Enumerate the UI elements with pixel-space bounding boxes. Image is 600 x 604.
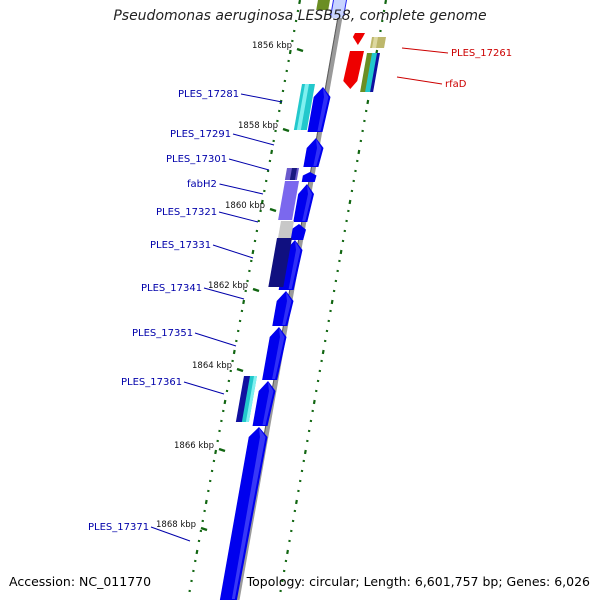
tick-mark	[367, 100, 368, 104]
gene-arrow	[262, 327, 286, 380]
gene-label[interactable]: PLES_17371	[88, 522, 149, 533]
kbp-tick	[297, 49, 303, 51]
tick-mark	[225, 400, 226, 404]
gene-label[interactable]: PLES_17361	[121, 377, 182, 388]
kbp-tick-label: 1860 kbp	[225, 201, 265, 211]
tick-mark	[385, 0, 386, 4]
kbp-tick-label: 1864 kbp	[192, 361, 232, 371]
kbp-tick	[270, 209, 276, 211]
kbp-tick	[237, 369, 243, 371]
reverse-gene-arrow	[353, 33, 365, 45]
kbp-tick	[253, 289, 259, 291]
tick-mark	[206, 500, 207, 504]
accession-text: Accession: NC_011770	[9, 574, 151, 589]
gene-arrow	[303, 138, 323, 167]
gene-label-leader	[195, 333, 236, 346]
tick-mark	[215, 450, 216, 454]
reverse-gene-arrow	[343, 51, 364, 89]
gene-label[interactable]: PLES_17291	[170, 129, 231, 140]
gene-label-leader	[219, 212, 258, 222]
gene-label[interactable]: PLES_17261	[451, 48, 512, 59]
gene-label[interactable]: PLES_17341	[141, 283, 202, 294]
tick-mark	[323, 350, 324, 354]
tick-mark	[341, 250, 342, 254]
gene-arrow	[253, 381, 276, 426]
gene-label-leader	[233, 134, 274, 145]
gene-label[interactable]: rfaD	[445, 79, 467, 90]
gene-label[interactable]: fabH2	[187, 179, 217, 190]
tick-mark	[314, 400, 315, 404]
kbp-tick	[201, 528, 207, 530]
gene-label[interactable]: PLES_17351	[132, 328, 193, 339]
genes-layer	[220, 0, 386, 600]
tick-mark	[271, 150, 272, 154]
gene-label-leader	[184, 382, 224, 394]
gene-label[interactable]: PLES_17281	[178, 89, 239, 100]
gene-label[interactable]: PLES_17331	[150, 240, 211, 251]
tick-mark	[332, 300, 333, 304]
gene-label-leader	[229, 159, 269, 170]
tick-mark	[287, 550, 288, 554]
tick-mark	[234, 350, 235, 354]
kbp-tick-label: 1856 kbp	[252, 41, 292, 51]
tick-mark	[243, 300, 244, 304]
gene-label[interactable]: PLES_17301	[166, 154, 227, 165]
gene-label[interactable]: PLES_17321	[156, 207, 217, 218]
gene-label-leader	[220, 184, 264, 194]
kbp-tick-label: 1868 kbp	[156, 520, 196, 530]
tick-mark	[253, 250, 254, 254]
kbp-tick-label: 1858 kbp	[238, 121, 278, 131]
tick-mark	[305, 450, 306, 454]
tick-mark	[299, 0, 300, 4]
kbp-tick	[283, 129, 289, 131]
tick-mark	[296, 500, 297, 504]
kbp-tick	[219, 449, 225, 451]
kbp-tick-label: 1866 kbp	[174, 441, 214, 451]
tick-mark	[350, 200, 351, 204]
gene-label-leader	[213, 245, 253, 258]
kbp-tick-label: 1862 kbp	[208, 281, 248, 291]
topology-text: Topology: circular; Length: 6,601,757 bp…	[247, 574, 590, 589]
gene-label-leader	[402, 48, 448, 53]
tick-mark	[197, 550, 198, 554]
tick-mark	[359, 150, 360, 154]
map-title: Pseudomonas aeruginosa LESB58, complete …	[0, 8, 600, 24]
gene-label-leader	[241, 94, 282, 102]
gene-label-leader	[397, 77, 442, 84]
